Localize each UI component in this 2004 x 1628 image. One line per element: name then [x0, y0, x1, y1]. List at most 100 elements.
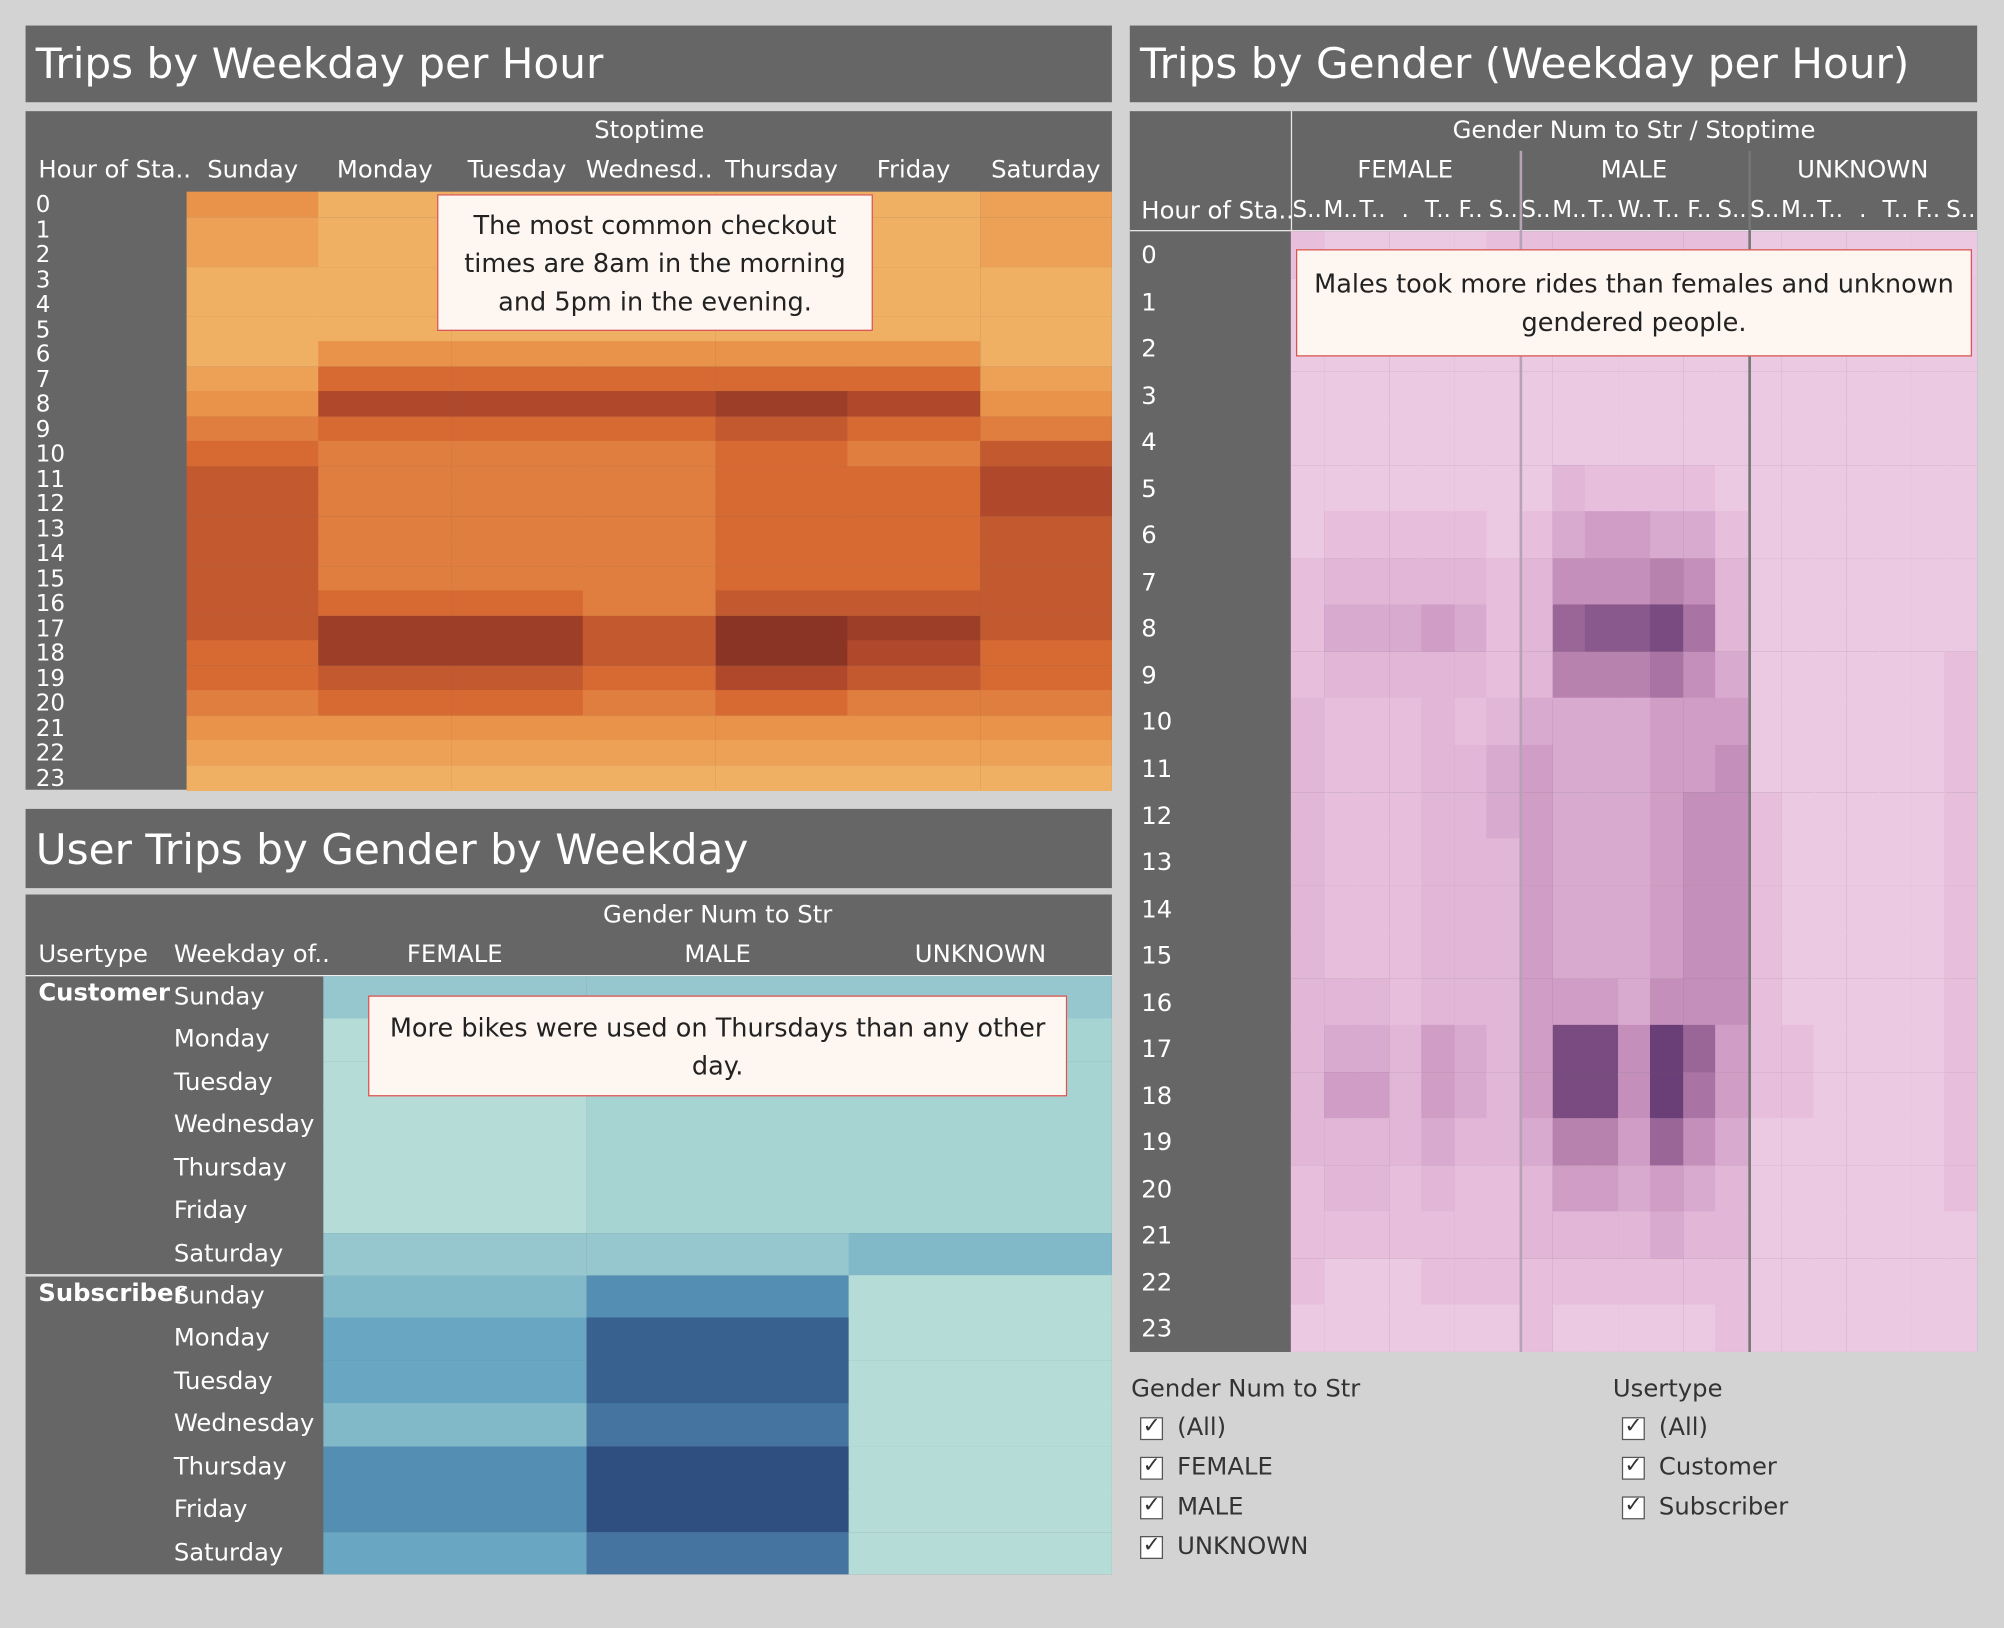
- chart1-cell: [979, 266, 1113, 292]
- chart1-cell: [318, 366, 452, 392]
- chart1-cell: [186, 490, 320, 517]
- chart3-cell: [1879, 838, 1913, 886]
- chart3-cell: [1846, 1258, 1880, 1306]
- usertype-filter-checkbox[interactable]: [1621, 1493, 1645, 1520]
- chart3-cell: [1519, 418, 1553, 466]
- gender-filter-checkbox[interactable]: [1140, 1413, 1164, 1441]
- usertype-filter-checkbox[interactable]: [1621, 1453, 1645, 1480]
- chart3-cell: [1944, 931, 1978, 980]
- chart3-cell: [1944, 418, 1978, 466]
- chart3-cell: [1356, 1211, 1390, 1260]
- usertype-filter-option-label[interactable]: Customer: [1658, 1452, 1777, 1482]
- chart3-cell: [1911, 511, 1946, 559]
- chart3-cell: [1552, 371, 1586, 419]
- chart3-day-header: S..: [1292, 196, 1322, 224]
- chart3-cell: [1356, 1165, 1390, 1213]
- chart3-cell: [1584, 651, 1619, 699]
- chart3-cell: [1388, 1071, 1423, 1120]
- gender-filter-option-label[interactable]: FEMALE: [1177, 1452, 1273, 1482]
- chart3-cell: [1290, 838, 1325, 886]
- chart3-cell: [1519, 1025, 1553, 1073]
- chart3-cell: [1356, 1305, 1390, 1353]
- usertype-filter-option-label[interactable]: Subscriber: [1658, 1492, 1789, 1521]
- chart3-cell: [1813, 978, 1848, 1026]
- chart2-row-header-weekday: Weekday of..: [173, 940, 330, 969]
- chart3-cell: [1813, 838, 1848, 886]
- chart1-cell: [186, 540, 320, 567]
- chart3-cell: [1486, 698, 1521, 746]
- chart2-row-label: Tuesday: [173, 1367, 273, 1396]
- chart3-row-label: 2: [1141, 334, 1157, 364]
- chart3-cell: [1715, 978, 1750, 1026]
- chart3-cell: [1944, 1305, 1978, 1353]
- chart3-cell: [1584, 885, 1619, 933]
- chart3-cell: [1552, 418, 1586, 466]
- chart3-cell: [1552, 511, 1586, 559]
- chart3-cell: [1454, 371, 1488, 419]
- chart3-cell: [1552, 604, 1586, 653]
- chart3-day-header: F..: [1916, 196, 1941, 224]
- chart3-cell: [1323, 885, 1357, 933]
- chart1-cell: [318, 216, 452, 243]
- gender-filter-option-label[interactable]: UNKNOWN: [1177, 1532, 1309, 1561]
- chart3-cell: [1617, 931, 1651, 980]
- chart1-cell: [450, 341, 584, 367]
- chart1-cell: [715, 590, 849, 616]
- chart3-cell: [1781, 464, 1815, 513]
- chart3-cell: [1846, 1165, 1880, 1213]
- chart1-cell: [450, 665, 584, 691]
- usertype-filter-checkbox[interactable]: [1621, 1413, 1645, 1441]
- chart3-cell: [1519, 651, 1553, 699]
- chart1-cell: [186, 714, 320, 741]
- gender-filter-option-label[interactable]: (All): [1177, 1413, 1227, 1442]
- usertype-filter-option-label[interactable]: (All): [1658, 1413, 1708, 1442]
- chart3-cell: [1617, 744, 1651, 793]
- chart3-cell: [1813, 418, 1848, 466]
- chart3-row-label: 3: [1141, 381, 1157, 410]
- gender-filter-checkbox[interactable]: [1140, 1453, 1164, 1480]
- chart3-cell: [1748, 371, 1782, 419]
- chart3-cell: [1846, 1025, 1880, 1073]
- chart3-cell: [1650, 511, 1684, 559]
- chart3-cell: [1813, 1211, 1848, 1260]
- chart3-cell: [1683, 698, 1717, 746]
- chart3-cell: [1617, 978, 1651, 1026]
- chart3-cell: [1519, 1118, 1553, 1166]
- chart3-cell: [1944, 838, 1978, 886]
- chart3-cell: [1715, 791, 1750, 839]
- chart3-cell: [1323, 791, 1357, 839]
- chart3-cell: [1944, 1071, 1978, 1120]
- chart1-row-label: 15: [35, 565, 66, 593]
- chart3-cell: [1683, 1305, 1717, 1353]
- gender-filter-checkbox[interactable]: [1140, 1532, 1164, 1559]
- chart3-cell: [1356, 885, 1390, 933]
- chart2-cell: [849, 1403, 1113, 1447]
- chart1-row-label: 5: [35, 316, 51, 344]
- chart3-cell: [1519, 931, 1553, 980]
- chart2-row-label: Wednesday: [173, 1110, 315, 1139]
- chart3-cell: [1650, 698, 1684, 746]
- chart3-row-label: 8: [1141, 615, 1157, 644]
- chart1-cell: [318, 640, 452, 666]
- gender-filter-checkbox[interactable]: [1140, 1493, 1164, 1520]
- chart3-cell: [1323, 1258, 1357, 1306]
- chart2-cell: [849, 1189, 1113, 1234]
- chart3-cell: [1519, 558, 1553, 606]
- chart3-cell: [1421, 1071, 1455, 1120]
- chart3-cell: [1584, 1305, 1619, 1353]
- chart3-cell: [1388, 1025, 1423, 1073]
- chart3-cell: [1683, 931, 1717, 980]
- chart2-cell: [323, 1232, 587, 1276]
- chart3-cell: [1748, 651, 1782, 699]
- chart3-cell: [1356, 418, 1390, 466]
- chart2-cell: [849, 1531, 1113, 1575]
- chart1-cell: [847, 590, 981, 616]
- chart3-cell: [1323, 1025, 1357, 1073]
- chart3-cell: [1486, 558, 1521, 606]
- chart3-cell: [1748, 885, 1782, 933]
- chart3-cell: [1421, 511, 1455, 559]
- chart3-cell: [1454, 1305, 1488, 1353]
- chart3-row-label: 1: [1141, 288, 1157, 317]
- chart3-cell: [1584, 1258, 1619, 1306]
- gender-filter-option-label[interactable]: MALE: [1177, 1492, 1244, 1521]
